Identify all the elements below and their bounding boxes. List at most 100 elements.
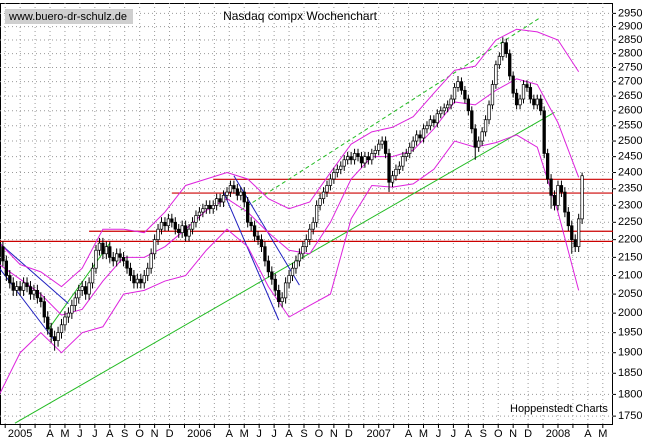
candle-body [352,153,357,161]
y-tick-label: 2650 [618,90,642,102]
watermark-box [5,9,133,24]
candle-body [463,89,467,100]
candle-body [487,104,491,121]
candle-body [259,239,264,248]
candle-body [80,286,84,291]
candle-body [490,84,495,106]
candle-body [532,98,536,106]
candle-body [401,156,405,167]
candle-body [456,81,460,88]
candle-body [128,267,133,276]
candle-body [1,246,5,262]
candle-body [15,286,19,291]
candle-body [173,221,177,230]
candle-body [577,218,581,248]
candle-body [573,239,577,248]
candle-body [439,110,443,115]
candle-body [8,275,12,284]
candle-body [32,289,36,295]
candle-body [159,221,164,230]
candle-body [449,98,453,106]
plot-frame [0,3,613,425]
candle-body [311,221,315,230]
x-tick-label: J [77,428,83,440]
candle-body [163,221,167,227]
candle-body [142,275,146,284]
candle-body [408,146,412,154]
x-tick-label: J [256,428,262,440]
candle-body [518,98,522,106]
x-tick-label: N [330,428,338,440]
candle-body [394,168,398,177]
candle-body [470,110,474,130]
band-line [0,28,580,288]
candle-body [25,282,29,287]
candle-body [108,246,112,258]
candle-body [111,257,115,262]
y-tick-label: 2050 [618,288,642,300]
candle-body [177,228,181,234]
candle-body [63,316,67,326]
candle-body [87,282,91,295]
x-tick-label: A [405,428,413,440]
candle-body [301,246,305,255]
y-tick-label: 2600 [618,105,642,117]
x-tick-label: 2008 [546,428,570,440]
candle-body [28,286,33,295]
x-tick-label: A [226,428,234,440]
candle-body [204,205,208,210]
x-tick-label: O [135,428,144,440]
candle-body [239,191,243,196]
trend-line [14,111,555,424]
candle-body [35,289,40,299]
trend-line [0,242,69,304]
x-tick-label: M [240,428,249,440]
candle-body [59,324,64,334]
candle-body [283,282,288,299]
x-tick-label: J [271,428,277,440]
candle-body [42,301,46,318]
candle-body [77,289,81,299]
y-tick-label: 2850 [618,34,642,46]
candle-body [294,260,298,269]
candle-body [339,165,343,170]
candle-body [370,153,374,161]
candle-body [332,172,336,180]
candle-body [132,275,136,284]
candle-body [501,42,505,57]
candle-body [477,140,481,148]
candle-body [559,185,564,193]
band-line [0,134,580,395]
candle-body [349,156,353,161]
x-tick-label: O [315,428,324,440]
candle-body [97,242,102,251]
candle-body [435,113,439,124]
y-tick-label: 1850 [618,367,642,379]
x-tick-label: M [419,428,428,440]
x-tick-label: M [60,428,69,440]
x-tick-label: S [480,428,487,440]
candle-body [466,98,470,112]
candle-body [249,221,253,227]
candle-body [197,211,202,216]
candle-body [18,286,22,291]
candle-body [511,75,515,94]
candle-body [411,140,415,148]
candle-body [304,239,308,248]
x-tick-label: J [436,428,442,440]
candle-body [314,205,319,223]
x-tick-label: A [285,428,293,440]
band-line [0,78,580,316]
candle-body [390,175,395,183]
candle-body [346,156,350,161]
candle-body [146,267,150,276]
candle-body [452,87,457,100]
candle-body [397,165,402,170]
candle-body [270,271,274,280]
candle-body [156,228,160,240]
candle-body [421,128,426,139]
y-tick-label: 2900 [618,20,642,32]
source-note: Hoppenstedt Charts [510,403,608,415]
candle-body [273,278,277,291]
